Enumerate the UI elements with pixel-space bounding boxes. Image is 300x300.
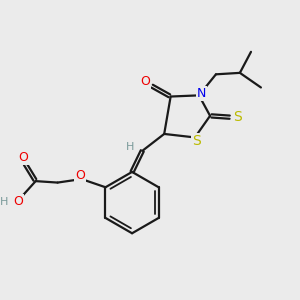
Text: H: H xyxy=(0,196,9,207)
Text: O: O xyxy=(18,151,28,164)
Text: N: N xyxy=(196,87,206,101)
Text: O: O xyxy=(75,169,85,182)
Text: O: O xyxy=(13,195,23,208)
Text: O: O xyxy=(140,75,150,88)
Text: S: S xyxy=(233,110,242,124)
Text: H: H xyxy=(126,142,134,152)
Text: S: S xyxy=(192,134,201,148)
